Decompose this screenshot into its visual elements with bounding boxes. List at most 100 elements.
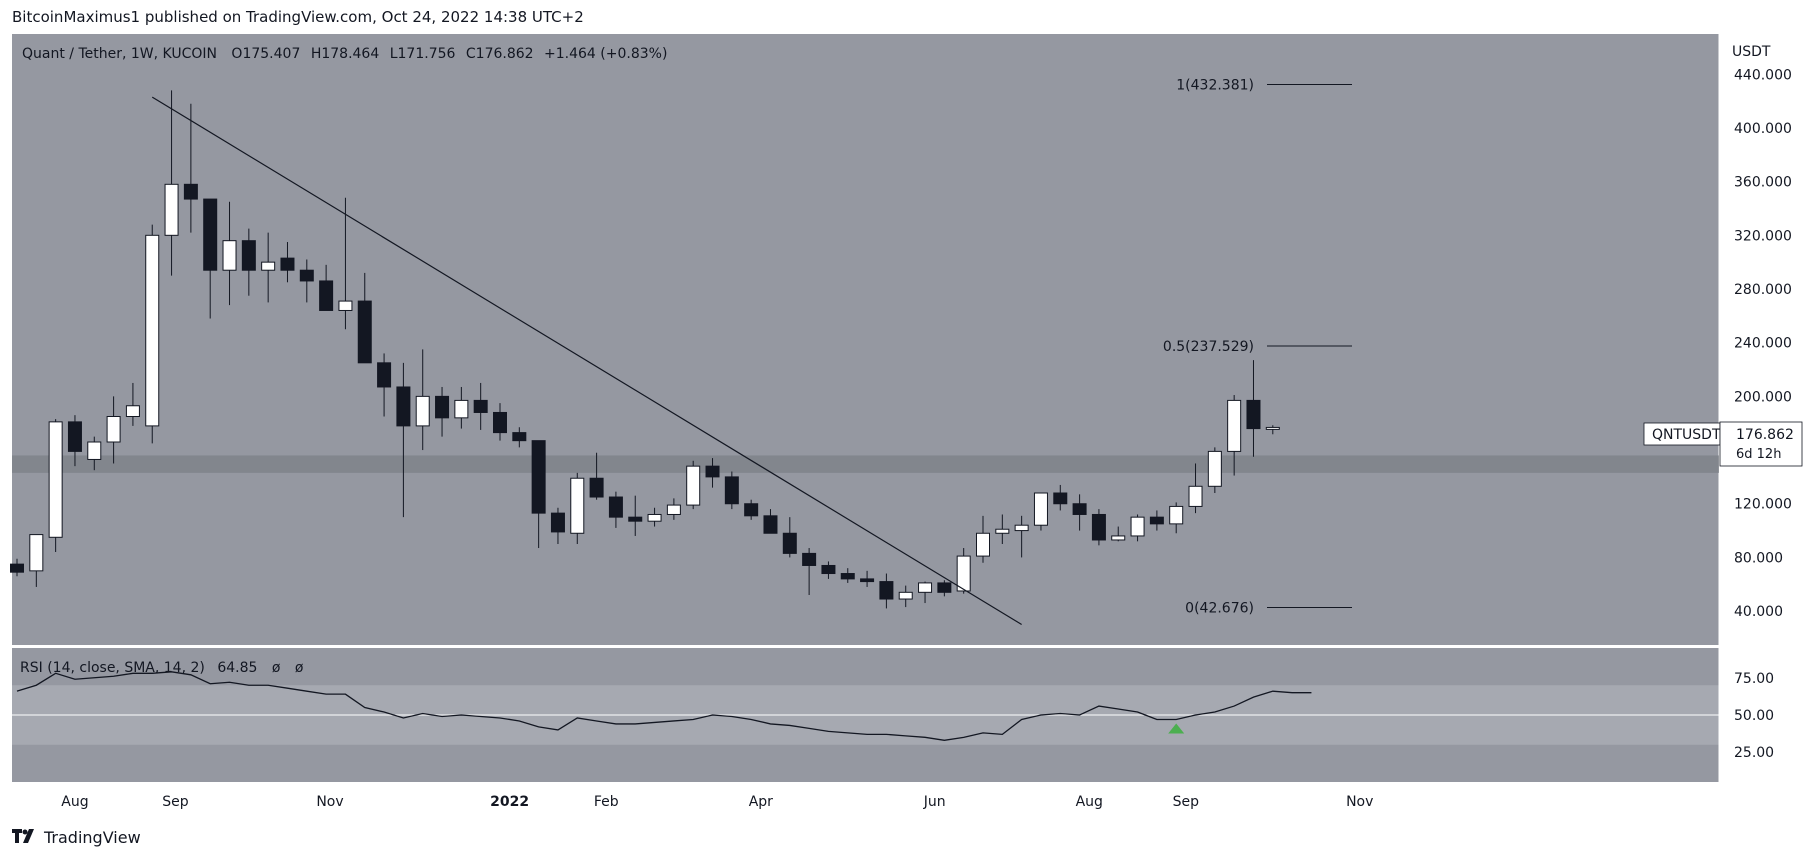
candle[interactable]	[860, 570, 875, 587]
candle[interactable]	[744, 499, 759, 520]
candle[interactable]	[435, 386, 450, 437]
x-tick-label: Feb	[594, 794, 619, 810]
candle[interactable]	[299, 259, 314, 303]
y-tick-label: 200.000	[1734, 389, 1792, 405]
candle-body-down	[840, 573, 855, 580]
candle[interactable]	[821, 561, 836, 579]
candle[interactable]	[29, 534, 44, 587]
candle[interactable]	[280, 242, 295, 283]
candle-body-down	[319, 280, 334, 311]
candle-body-up	[1207, 450, 1222, 487]
candle[interactable]	[724, 471, 739, 510]
tradingview-footer[interactable]: TradingView	[12, 828, 141, 847]
candle[interactable]	[67, 415, 82, 467]
candle-body-down	[879, 581, 894, 600]
candle[interactable]	[686, 460, 701, 510]
candle[interactable]	[454, 386, 469, 429]
candle-body-down	[531, 440, 546, 514]
candle[interactable]	[241, 228, 256, 296]
candle[interactable]	[705, 458, 720, 488]
candle[interactable]	[976, 515, 990, 563]
candle[interactable]	[1014, 515, 1029, 558]
candle[interactable]	[1188, 463, 1203, 514]
candle[interactable]	[531, 440, 546, 549]
candle[interactable]	[1207, 447, 1222, 493]
candle[interactable]	[377, 353, 392, 417]
candle[interactable]	[1227, 395, 1242, 476]
price-pane[interactable]	[12, 34, 1719, 645]
candle[interactable]	[493, 403, 507, 441]
candle-body-up	[454, 399, 469, 419]
currency-label: USDT	[1732, 44, 1771, 60]
candle-body-up	[976, 532, 990, 557]
candle[interactable]	[763, 509, 778, 534]
candle[interactable]	[1246, 360, 1261, 457]
candle-body-up	[415, 395, 430, 427]
candle[interactable]	[125, 382, 140, 426]
candle[interactable]	[1033, 492, 1048, 531]
candle-body-down	[763, 515, 778, 534]
candle-body-up	[1227, 399, 1242, 452]
candle[interactable]	[550, 507, 565, 544]
candle-body-down	[396, 386, 411, 427]
candle[interactable]	[357, 272, 372, 364]
candle-body-down	[705, 465, 720, 478]
candle[interactable]	[1111, 526, 1126, 542]
candle[interactable]	[338, 197, 353, 330]
candle[interactable]	[222, 201, 237, 306]
candle[interactable]	[589, 452, 604, 500]
candle[interactable]	[319, 264, 334, 311]
candle[interactable]	[570, 472, 585, 544]
candle[interactable]	[415, 349, 430, 451]
candle[interactable]	[1265, 425, 1280, 435]
candle-body-down	[1091, 513, 1106, 541]
y-tick-label: 360.000	[1734, 175, 1792, 191]
candle[interactable]	[473, 382, 488, 430]
candle[interactable]	[106, 396, 121, 464]
candle[interactable]	[145, 224, 160, 444]
candle[interactable]	[203, 198, 218, 319]
candle[interactable]	[782, 517, 797, 558]
candle[interactable]	[1053, 484, 1068, 511]
candle-body-down	[377, 362, 392, 388]
time-axis[interactable]	[12, 783, 1719, 816]
candle[interactable]	[995, 514, 1010, 544]
rsi-label: RSI (14, close, SMA, 14, 2)	[20, 660, 205, 676]
candle[interactable]	[628, 495, 643, 536]
candle[interactable]	[802, 548, 817, 595]
candle[interactable]	[512, 427, 527, 448]
candle-body-down	[10, 563, 24, 573]
candle[interactable]	[164, 90, 179, 276]
candle[interactable]	[10, 558, 24, 577]
candle[interactable]	[261, 232, 276, 303]
candle[interactable]	[48, 419, 63, 553]
candle[interactable]	[1130, 514, 1145, 542]
candle[interactable]	[1149, 510, 1164, 531]
candle[interactable]	[879, 573, 894, 609]
candle[interactable]	[937, 580, 952, 597]
candle[interactable]	[918, 581, 933, 604]
y-tick-label: 40.000	[1734, 604, 1783, 620]
candle[interactable]	[1072, 494, 1087, 531]
candle[interactable]	[898, 585, 913, 608]
candle[interactable]	[1091, 509, 1106, 546]
y-tick-label: 80.000	[1734, 550, 1783, 566]
candle[interactable]	[840, 568, 855, 583]
candle[interactable]	[1169, 502, 1184, 534]
price-axis[interactable]	[1719, 34, 1814, 784]
candle[interactable]	[183, 103, 198, 233]
candle[interactable]	[608, 491, 623, 528]
descending-trendline[interactable]	[151, 96, 1022, 626]
candle[interactable]	[666, 498, 681, 520]
candle-body-down	[821, 564, 836, 575]
candle[interactable]	[87, 436, 102, 471]
candle[interactable]	[396, 362, 411, 518]
candle-body-down	[589, 477, 604, 498]
candle-body-up	[338, 300, 353, 311]
candle[interactable]	[647, 507, 662, 527]
candle-body-down	[608, 496, 623, 518]
candle[interactable]	[956, 548, 971, 594]
rsi-line[interactable]	[16, 671, 1312, 741]
candle-body-down	[1149, 516, 1164, 525]
